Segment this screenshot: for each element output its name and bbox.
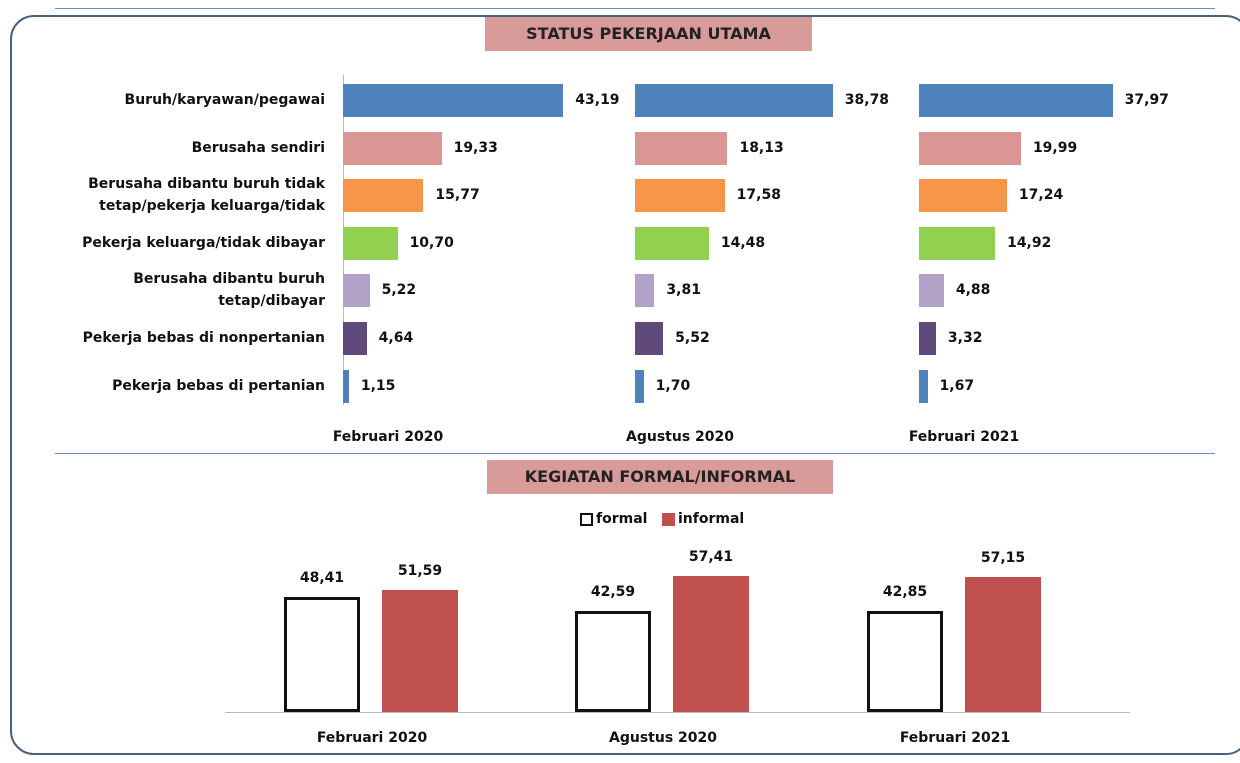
value-label: 5,52 (675, 330, 710, 346)
bar (673, 576, 749, 712)
bar (867, 610, 943, 712)
category-label: Berusaha dibantu buruh tidak tetap/peker… (88, 176, 325, 214)
value-label: 37,97 (1124, 92, 1169, 108)
value-label: 15,77 (435, 187, 480, 203)
bar (635, 131, 728, 165)
bar (635, 273, 655, 307)
value-label: 14,92 (1007, 235, 1052, 251)
x-tick-label: Agustus 2020 (609, 730, 717, 746)
value-label: 57,15 (980, 549, 1026, 566)
bar (343, 369, 349, 403)
series-label: Februari 2021 (908, 429, 1020, 445)
value-label: 1,67 (939, 378, 975, 394)
value-label: 3,32 (947, 330, 983, 346)
bar (382, 589, 458, 712)
category-label: Pekerja keluarga/tidak dibayar (82, 235, 325, 251)
value-label: 3,81 (666, 282, 701, 298)
bar (343, 178, 424, 212)
value-label: 4,88 (955, 282, 991, 298)
value-label: 19,33 (453, 140, 498, 156)
x-tick-label: Februari 2021 (899, 730, 1011, 746)
value-label: 1,70 (655, 378, 691, 394)
bar (635, 83, 833, 117)
value-label: 5,22 (381, 282, 417, 298)
value-label: 10,70 (409, 235, 454, 251)
value-label: 17,58 (736, 187, 781, 203)
bar (919, 83, 1113, 117)
category-label: Berusaha dibantu buruh tetap/dibayar (133, 271, 325, 309)
bar (919, 178, 1007, 212)
category-label: Berusaha sendiri (191, 140, 325, 156)
bar (919, 131, 1021, 165)
category-label: Pekerja bebas di pertanian (112, 378, 325, 394)
bar (343, 83, 564, 117)
value-label: 48,41 (299, 570, 345, 587)
bar (343, 131, 442, 165)
bar (919, 369, 928, 403)
bar (635, 369, 644, 403)
chart-title: STATUS PEKERJAAN UTAMA (485, 17, 812, 51)
series-label: Februari 2020 (332, 429, 444, 445)
bar (635, 226, 709, 260)
value-label: 14,48 (720, 235, 766, 251)
legend-swatch (580, 513, 593, 526)
bar (343, 321, 367, 355)
series-label: Agustus 2020 (626, 429, 734, 445)
value-label: 1,15 (360, 378, 396, 394)
legend-label: informal (678, 511, 745, 527)
value-label: 38,78 (844, 92, 890, 108)
value-label: 18,13 (739, 140, 784, 156)
value-label: 43,19 (575, 92, 620, 108)
bar (635, 321, 664, 355)
x-tick-label: Februari 2020 (316, 730, 428, 746)
value-label: 42,85 (882, 583, 928, 600)
legend-label: formal (596, 511, 648, 527)
value-label: 51,59 (397, 562, 443, 579)
bar (284, 597, 360, 712)
divider (55, 453, 1215, 454)
baseline (225, 712, 1130, 713)
bar (575, 611, 651, 712)
value-label: 17,24 (1018, 187, 1064, 203)
value-label: 19,99 (1032, 140, 1078, 156)
legend-swatch (662, 513, 675, 526)
bar (919, 321, 936, 355)
bar (343, 226, 398, 260)
bar (635, 178, 725, 212)
chart-title: KEGIATAN FORMAL/INFORMAL (487, 460, 833, 494)
bar (919, 226, 996, 260)
category-label: Pekerja bebas di nonpertanian (82, 330, 325, 346)
bar (965, 576, 1041, 712)
value-label: 4,64 (378, 330, 414, 346)
divider (55, 8, 1215, 9)
frame (10, 15, 1240, 755)
category-label: Buruh/karyawan/pegawai (124, 92, 325, 108)
value-label: 42,59 (590, 584, 636, 601)
bar (343, 273, 370, 307)
bar (919, 273, 944, 307)
value-label: 57,41 (688, 549, 734, 566)
